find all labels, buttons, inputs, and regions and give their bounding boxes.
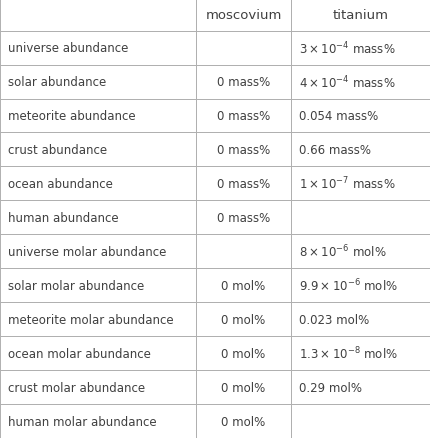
Bar	[290, 235, 430, 268]
Bar	[196, 133, 290, 167]
Bar	[290, 201, 430, 235]
Bar	[196, 32, 290, 65]
Bar	[290, 336, 430, 370]
Bar	[0, 370, 196, 404]
Bar	[0, 235, 196, 268]
Bar	[196, 201, 290, 235]
Text: meteorite abundance: meteorite abundance	[8, 110, 135, 123]
Text: universe abundance: universe abundance	[8, 42, 128, 55]
Bar	[196, 268, 290, 303]
Bar	[196, 65, 290, 99]
Text: moscovium: moscovium	[205, 9, 281, 22]
Bar	[196, 370, 290, 404]
Text: 0.054 mass%: 0.054 mass%	[298, 110, 377, 123]
Text: 0 mass%: 0 mass%	[216, 144, 270, 156]
Bar	[290, 99, 430, 133]
Text: $4\times10^{-4}$ mass%: $4\times10^{-4}$ mass%	[298, 74, 394, 91]
Bar	[0, 0, 196, 32]
Text: titanium: titanium	[332, 9, 388, 22]
Text: $1.3\times10^{-8}$ mol%: $1.3\times10^{-8}$ mol%	[298, 345, 396, 362]
Text: 0 mass%: 0 mass%	[216, 177, 270, 191]
Bar	[0, 303, 196, 336]
Bar	[290, 65, 430, 99]
Bar	[196, 303, 290, 336]
Text: crust abundance: crust abundance	[8, 144, 107, 156]
Text: $3\times10^{-4}$ mass%: $3\times10^{-4}$ mass%	[298, 40, 394, 57]
Text: $1\times10^{-7}$ mass%: $1\times10^{-7}$ mass%	[298, 176, 394, 192]
Text: $9.9\times10^{-6}$ mol%: $9.9\times10^{-6}$ mol%	[298, 277, 396, 294]
Text: 0 mass%: 0 mass%	[216, 76, 270, 89]
Text: 0.023 mol%: 0.023 mol%	[298, 313, 368, 326]
Bar	[0, 404, 196, 438]
Bar	[196, 235, 290, 268]
Text: 0 mol%: 0 mol%	[221, 381, 265, 394]
Bar	[196, 404, 290, 438]
Bar	[290, 370, 430, 404]
Bar	[290, 167, 430, 201]
Bar	[0, 99, 196, 133]
Text: universe molar abundance: universe molar abundance	[8, 245, 166, 258]
Text: 0 mol%: 0 mol%	[221, 313, 265, 326]
Bar	[0, 268, 196, 303]
Text: human molar abundance: human molar abundance	[8, 415, 156, 427]
Bar	[196, 336, 290, 370]
Text: 0 mol%: 0 mol%	[221, 279, 265, 292]
Text: $8\times10^{-6}$ mol%: $8\times10^{-6}$ mol%	[298, 244, 385, 260]
Text: ocean abundance: ocean abundance	[8, 177, 112, 191]
Text: 0.66 mass%: 0.66 mass%	[298, 144, 370, 156]
Bar	[0, 32, 196, 65]
Text: 0 mol%: 0 mol%	[221, 347, 265, 360]
Text: ocean molar abundance: ocean molar abundance	[8, 347, 150, 360]
Bar	[0, 336, 196, 370]
Text: solar molar abundance: solar molar abundance	[8, 279, 144, 292]
Bar	[290, 268, 430, 303]
Bar	[290, 0, 430, 32]
Text: 0 mass%: 0 mass%	[216, 212, 270, 224]
Bar	[196, 167, 290, 201]
Text: solar abundance: solar abundance	[8, 76, 106, 89]
Text: 0.29 mol%: 0.29 mol%	[298, 381, 361, 394]
Bar	[290, 404, 430, 438]
Bar	[0, 65, 196, 99]
Bar	[290, 303, 430, 336]
Bar	[0, 133, 196, 167]
Text: human abundance: human abundance	[8, 212, 118, 224]
Text: 0 mass%: 0 mass%	[216, 110, 270, 123]
Text: 0 mol%: 0 mol%	[221, 415, 265, 427]
Text: crust molar abundance: crust molar abundance	[8, 381, 144, 394]
Bar	[290, 133, 430, 167]
Bar	[0, 201, 196, 235]
Bar	[290, 32, 430, 65]
Text: meteorite molar abundance: meteorite molar abundance	[8, 313, 173, 326]
Bar	[196, 0, 290, 32]
Bar	[0, 167, 196, 201]
Bar	[196, 99, 290, 133]
